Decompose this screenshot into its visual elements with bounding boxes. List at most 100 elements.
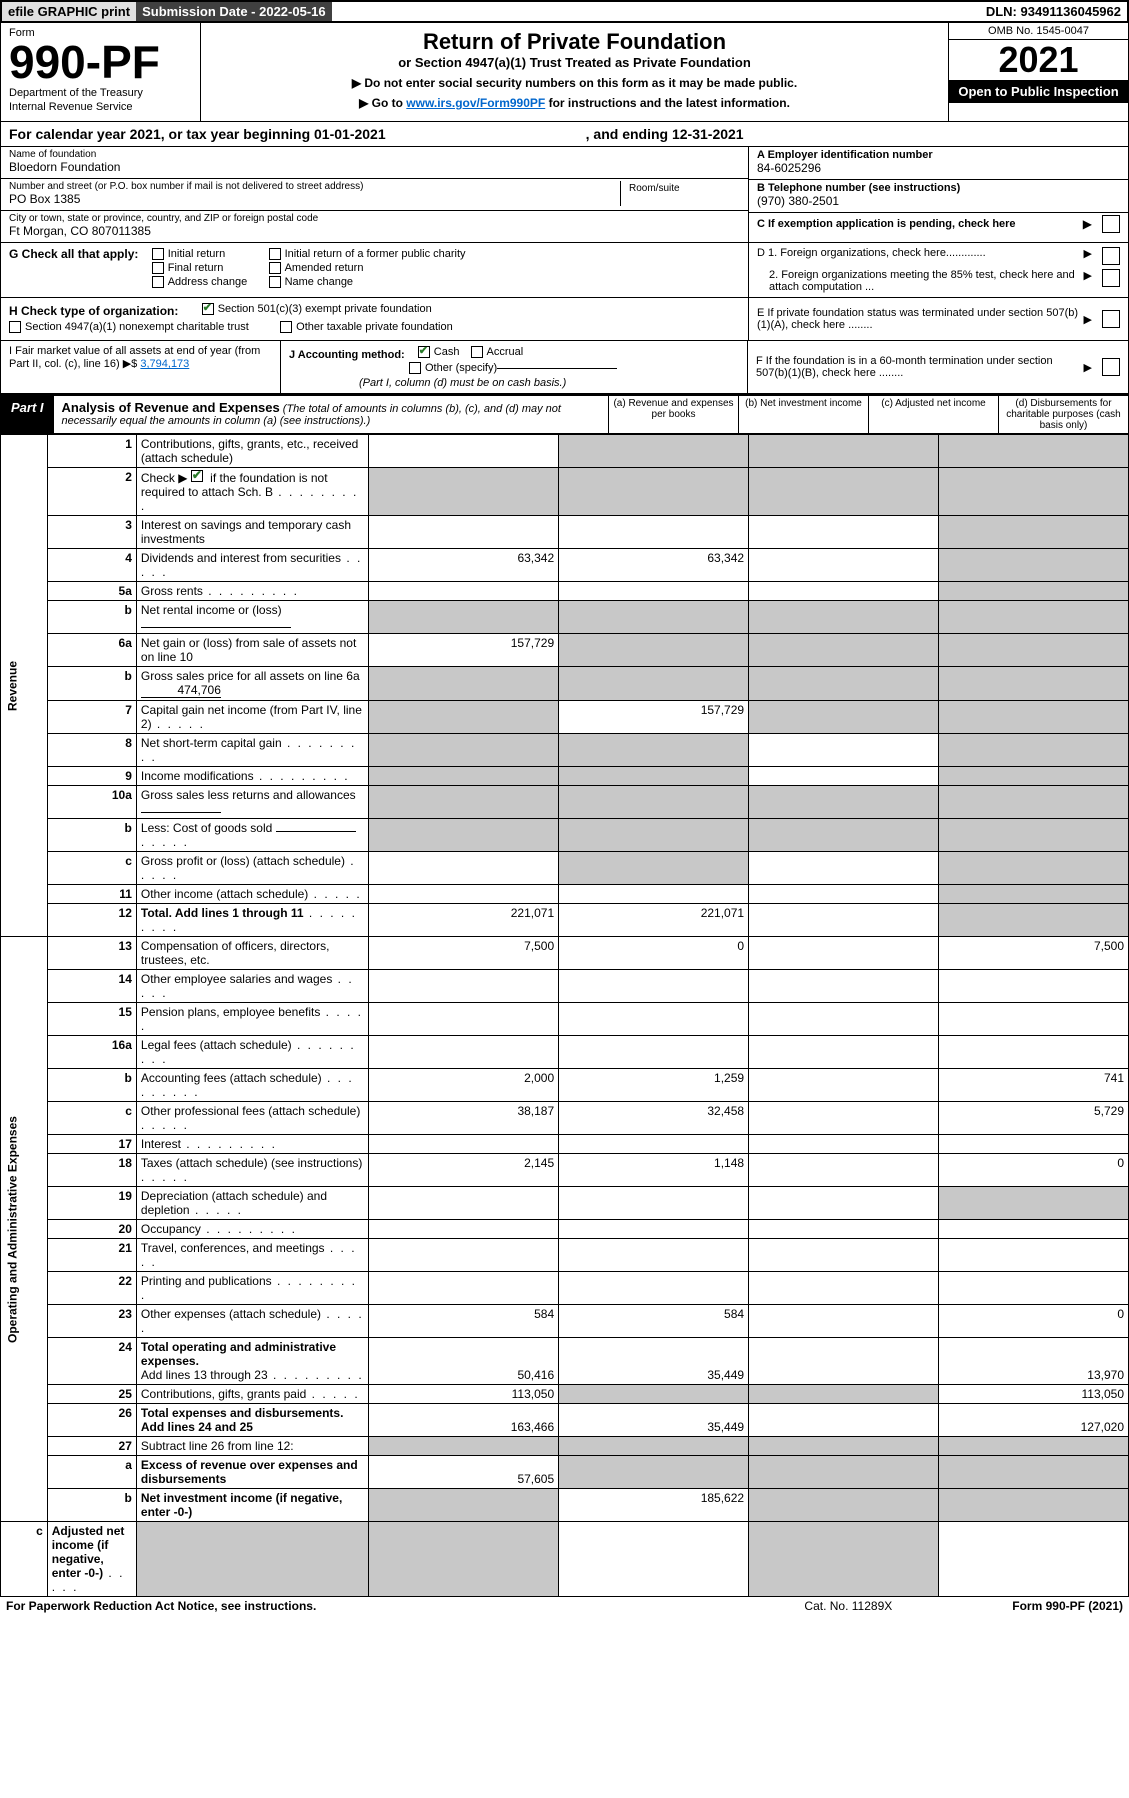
row-2: Check ▶ if the foundation is not require…	[136, 468, 368, 516]
section-i-j-f: I Fair market value of all assets at end…	[0, 341, 1129, 394]
f-label: F If the foundation is in a 60-month ter…	[756, 355, 1080, 379]
row-8: Net short-term capital gain	[136, 734, 368, 767]
j-note: (Part I, column (d) must be on cash basi…	[359, 377, 566, 389]
form-number: 990-PF	[9, 39, 192, 85]
row-16b: Accounting fees (attach schedule)	[136, 1069, 368, 1102]
open-public: Open to Public Inspection	[949, 80, 1128, 103]
e-checkbox[interactable]	[1102, 310, 1120, 328]
instr-goto: ▶ Go to www.irs.gov/Form990PF for instru…	[211, 96, 938, 110]
paperwork-notice: For Paperwork Reduction Act Notice, see …	[6, 1599, 316, 1613]
amended-return-checkbox[interactable]	[269, 262, 281, 274]
row-19: Depreciation (attach schedule) and deple…	[136, 1187, 368, 1220]
row-5b: Net rental income or (loss)	[136, 601, 368, 634]
cash-checkbox[interactable]	[418, 346, 430, 358]
val-24a: 50,416	[369, 1338, 559, 1385]
val-24b: 35,449	[559, 1338, 749, 1385]
dln: DLN: 93491136045962	[980, 2, 1127, 21]
j-label: J Accounting method:	[289, 349, 405, 361]
val-16bd: 741	[939, 1069, 1129, 1102]
val-13d: 7,500	[939, 937, 1129, 970]
val-26d: 127,020	[939, 1404, 1129, 1437]
row-10c: Gross profit or (loss) (attach schedule)	[136, 852, 368, 885]
efile-label[interactable]: efile GRAPHIC print	[2, 2, 136, 21]
val-13a: 7,500	[369, 937, 559, 970]
4947a1-checkbox[interactable]	[9, 321, 21, 333]
irs-link[interactable]: www.irs.gov/Form990PF	[406, 96, 545, 110]
row-9: Income modifications	[136, 767, 368, 786]
footer: For Paperwork Reduction Act Notice, see …	[0, 1597, 1129, 1615]
row-25: Contributions, gifts, grants paid	[136, 1385, 368, 1404]
val-13b: 0	[559, 937, 749, 970]
ein-label: A Employer identification number	[757, 149, 1120, 161]
val-23d: 0	[939, 1305, 1129, 1338]
accrual-checkbox[interactable]	[471, 346, 483, 358]
col-d-header: (d) Disbursements for charitable purpose…	[998, 396, 1128, 433]
tel-label: B Telephone number (see instructions)	[757, 182, 1120, 194]
form-header: Form 990-PF Department of the Treasury I…	[0, 23, 1129, 122]
former-charity-checkbox[interactable]	[269, 248, 281, 260]
other-method-checkbox[interactable]	[409, 362, 421, 374]
val-6a: 157,729	[369, 634, 559, 667]
foundation-name-label: Name of foundation	[9, 149, 740, 160]
col-b-header: (b) Net investment income	[738, 396, 868, 433]
d1-checkbox[interactable]	[1102, 247, 1120, 265]
other-taxable-checkbox[interactable]	[280, 321, 292, 333]
row-26: Total expenses and disbursements. Add li…	[136, 1404, 368, 1437]
dept-treasury: Department of the Treasury	[9, 87, 192, 99]
form-subtitle: or Section 4947(a)(1) Trust Treated as P…	[211, 55, 938, 70]
part1-label: Part I	[1, 396, 54, 433]
irs-label: Internal Revenue Service	[9, 101, 192, 113]
entity-block: Name of foundation Bloedorn Foundation N…	[0, 147, 1129, 243]
initial-return-checkbox[interactable]	[152, 248, 164, 260]
val-16cb: 32,458	[559, 1102, 749, 1135]
g-label: G Check all that apply:	[9, 247, 138, 261]
row-10a: Gross sales less returns and allowances	[136, 786, 368, 819]
row-27b: Net investment income (if negative, ente…	[136, 1489, 368, 1522]
telephone: (970) 380-2501	[757, 194, 1120, 208]
row-6b: Gross sales price for all assets on line…	[136, 667, 368, 701]
val-16ba: 2,000	[369, 1069, 559, 1102]
row-13: Compensation of officers, directors, tru…	[136, 937, 368, 970]
val-4b: 63,342	[559, 549, 749, 582]
fmv-value[interactable]: 3,794,173	[140, 358, 189, 370]
row-4: Dividends and interest from securities	[136, 549, 368, 582]
city-state-zip: Ft Morgan, CO 807011385	[9, 224, 740, 238]
val-23b: 584	[559, 1305, 749, 1338]
city-label: City or town, state or province, country…	[9, 213, 740, 224]
row-27c: Adjusted net income (if negative, enter …	[47, 1522, 136, 1597]
row-10b: Less: Cost of goods sold	[136, 819, 368, 852]
val-18b: 1,148	[559, 1154, 749, 1187]
val-23a: 584	[369, 1305, 559, 1338]
val-27a: 57,605	[369, 1456, 559, 1489]
f-checkbox[interactable]	[1102, 358, 1120, 376]
top-bar: efile GRAPHIC print Submission Date - 20…	[0, 0, 1129, 23]
val-18d: 0	[939, 1154, 1129, 1187]
tax-year: 2021	[949, 40, 1128, 80]
val-24d: 13,970	[939, 1338, 1129, 1385]
address-label: Number and street (or P.O. box number if…	[9, 181, 620, 192]
schb-checkbox[interactable]	[191, 470, 203, 482]
row-16c: Other professional fees (attach schedule…	[136, 1102, 368, 1135]
row-7: Capital gain net income (from Part IV, l…	[136, 701, 368, 734]
name-change-checkbox[interactable]	[269, 276, 281, 288]
e-label: E If private foundation status was termi…	[757, 307, 1080, 331]
d2-checkbox[interactable]	[1102, 269, 1120, 287]
address: PO Box 1385	[9, 192, 620, 206]
row-3: Interest on savings and temporary cash i…	[136, 516, 368, 549]
section-h-e: H Check type of organization: Section 50…	[0, 298, 1129, 341]
submission-date: Submission Date - 2022-05-16	[136, 2, 332, 21]
d1-label: D 1. Foreign organizations, check here..…	[757, 247, 1080, 265]
revenue-sidelabel: Revenue	[1, 435, 48, 937]
final-return-checkbox[interactable]	[152, 262, 164, 274]
row-5a: Gross rents	[136, 582, 368, 601]
cat-no: Cat. No. 11289X	[804, 1599, 892, 1613]
cal-begin: For calendar year 2021, or tax year begi…	[9, 126, 386, 142]
exempt-checkbox[interactable]	[1102, 215, 1120, 233]
row-23: Other expenses (attach schedule)	[136, 1305, 368, 1338]
col-a-header: (a) Revenue and expenses per books	[608, 396, 738, 433]
address-change-checkbox[interactable]	[152, 276, 164, 288]
row-6a: Net gain or (loss) from sale of assets n…	[136, 634, 368, 667]
val-26a: 163,466	[369, 1404, 559, 1437]
501c3-checkbox[interactable]	[202, 303, 214, 315]
part1-title: Analysis of Revenue and Expenses	[62, 400, 280, 415]
